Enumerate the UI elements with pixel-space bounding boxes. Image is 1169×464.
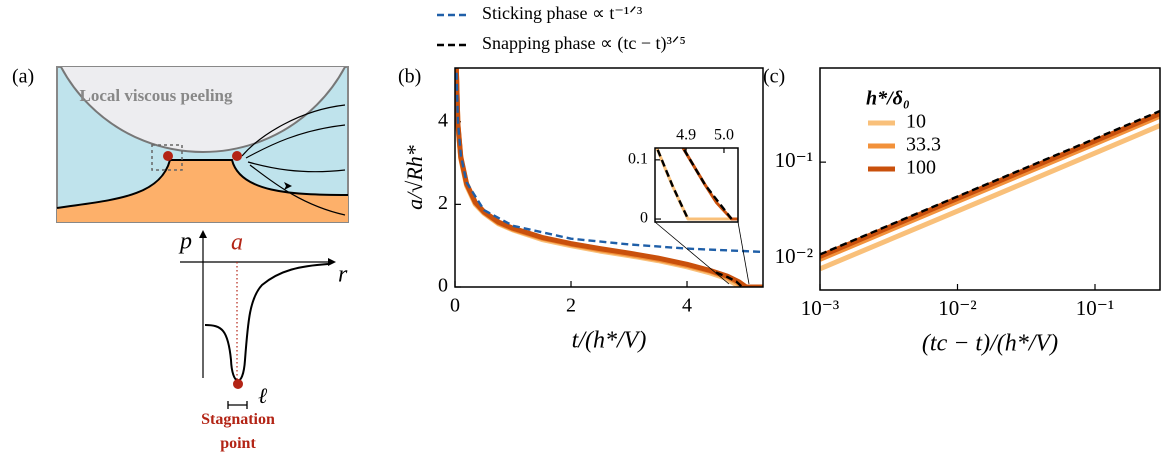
y-tick-label: 10⁻¹ [775, 148, 813, 172]
plot-frame [654, 147, 739, 223]
x-tick-label: 4 [682, 295, 692, 317]
width-bracket [227, 401, 248, 409]
plot-lines [455, 68, 763, 287]
y-axis-label: a/√Rh* [402, 145, 427, 210]
axis-arrow [199, 230, 207, 238]
panel-label: (b) [398, 66, 421, 88]
a-label: a [231, 230, 243, 256]
plot-lines [820, 109, 1160, 272]
zoom-box [151, 144, 183, 171]
axis-label: r [338, 262, 348, 288]
series-line [820, 113, 1160, 262]
legend-label: Sticking phase ∝ t⁻¹ᐟ³ [482, 3, 643, 23]
series-line [715, 271, 743, 287]
legend-label: 100 [906, 157, 936, 179]
plot-frame [819, 67, 1161, 291]
x-tick-label: 10⁻² [938, 296, 976, 320]
series-line [683, 149, 733, 220]
plot-lines [655, 148, 738, 221]
inset-connector [737, 221, 750, 285]
y-tick-label: 0 [640, 210, 648, 227]
panel-label: (c) [763, 66, 785, 88]
substrate [57, 160, 348, 222]
diagram: (a) p r a ℓ [12, 66, 349, 409]
x-tick-label: 2 [566, 295, 576, 317]
series-line [820, 111, 1160, 259]
inset-connector [654, 221, 730, 285]
series-line [455, 68, 763, 254]
bubble-label: Local viscous peeling [79, 86, 233, 105]
flow-lines [241, 104, 346, 216]
stagnation-dot [163, 151, 173, 161]
x-tick-label: 10⁻³ [801, 296, 839, 320]
sphere [59, 67, 347, 153]
plot-background [820, 68, 1160, 290]
series-line [820, 109, 1160, 256]
y-tick-label: 4 [438, 109, 448, 131]
interface [56, 159, 349, 209]
width-label: ℓ [258, 383, 268, 408]
legend-label: 10 [906, 111, 926, 133]
series-line [656, 149, 690, 220]
stagnation-dot [232, 151, 242, 161]
panel-label: (a) [12, 66, 34, 88]
axis-arrow [328, 258, 336, 266]
y-tick-label: 10⁻² [775, 244, 813, 268]
legend-title: h*/δ₀ [866, 88, 910, 110]
x-tick-label: 4.9 [676, 127, 696, 144]
legend-label: Snapping phase ∝ (tc − t)³ᐟ⁵ [482, 33, 686, 54]
y-tick-label: 2 [438, 192, 448, 214]
x-tick-label: 5.0 [714, 127, 734, 144]
x-axis-label: (tc − t)/(h*/V) [922, 331, 1058, 357]
x-axis-label: t/(h*/V) [572, 328, 647, 354]
x-tick-label: 0 [450, 295, 460, 317]
y-tick-label: 0.1 [628, 151, 648, 168]
stagnation-label: Stagnation point [201, 411, 275, 452]
flow-arrow [284, 182, 292, 190]
legend-label: 33.3 [906, 134, 941, 156]
plot-frame [454, 67, 764, 288]
y-tick-label: 0 [438, 275, 448, 297]
series-line [820, 123, 1160, 272]
stagnation-dot [233, 379, 243, 389]
axis-label: p [178, 229, 192, 255]
pressure-curve [204, 263, 329, 382]
x-tick-label: 10⁻¹ [1076, 296, 1114, 320]
